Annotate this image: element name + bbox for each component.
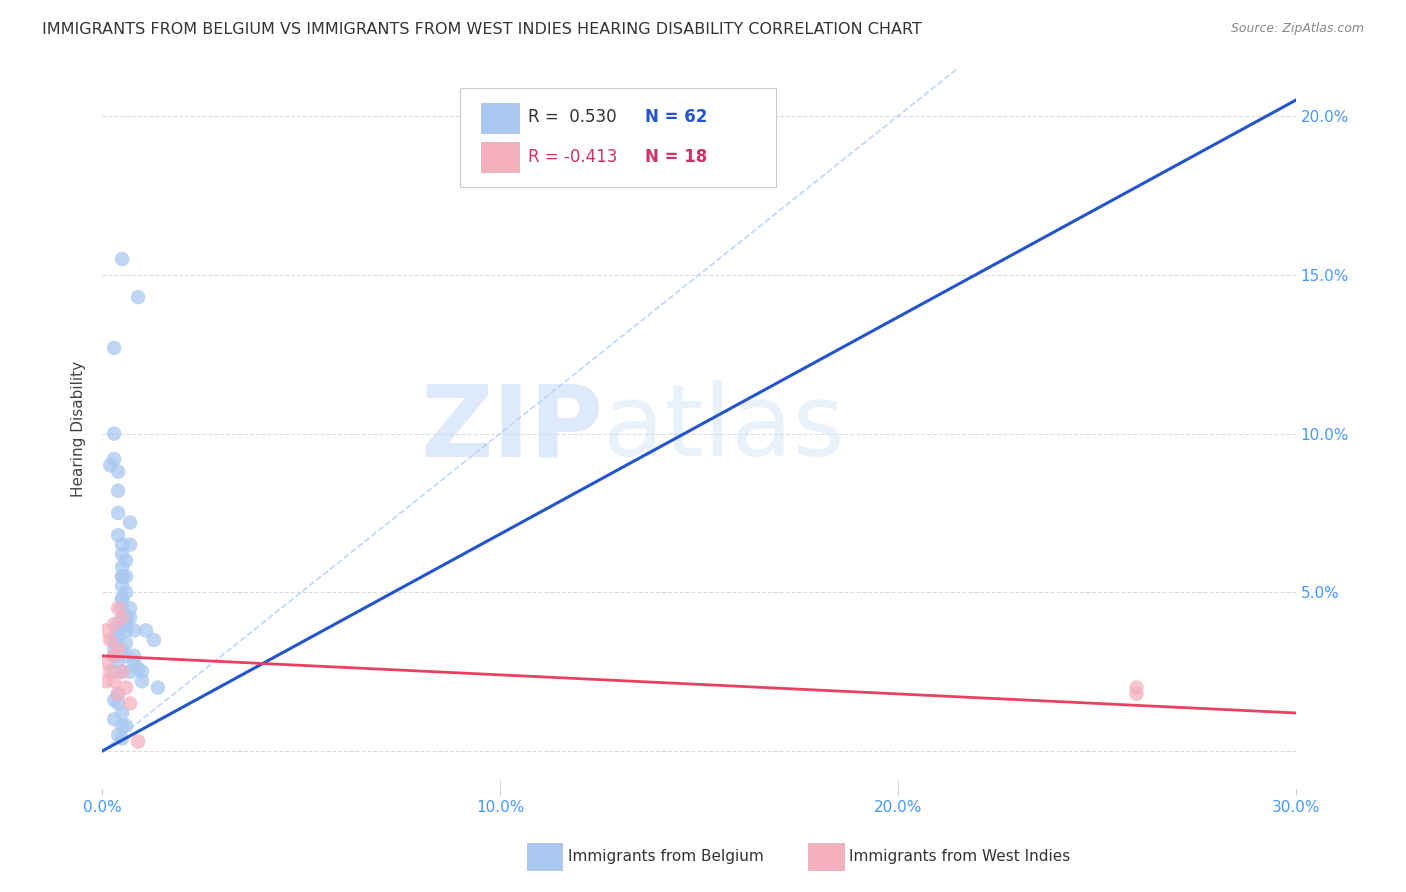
- Point: [1125, 681, 1147, 695]
- Point: [107, 728, 129, 742]
- Point: [122, 624, 145, 638]
- Point: [103, 648, 125, 663]
- Point: [122, 648, 145, 663]
- Point: [103, 426, 125, 441]
- Point: [120, 601, 142, 615]
- Point: [96, 674, 118, 689]
- Point: [98, 632, 121, 647]
- Point: [103, 712, 125, 726]
- Point: [111, 731, 134, 746]
- Point: [120, 665, 142, 679]
- Point: [131, 674, 153, 689]
- Point: [120, 611, 142, 625]
- Point: [115, 611, 138, 625]
- Point: [103, 452, 125, 467]
- Point: [115, 648, 138, 663]
- Point: [111, 252, 134, 266]
- Point: [111, 569, 134, 583]
- Text: ZIP: ZIP: [420, 380, 603, 477]
- Point: [111, 665, 134, 679]
- Point: [115, 681, 138, 695]
- Point: [103, 674, 125, 689]
- Point: [103, 642, 125, 657]
- Point: [111, 547, 134, 561]
- Point: [115, 624, 138, 638]
- Point: [111, 611, 134, 625]
- Point: [96, 655, 118, 669]
- Point: [142, 632, 165, 647]
- Point: [111, 719, 134, 733]
- Point: [107, 697, 129, 711]
- Point: [107, 483, 129, 498]
- Point: [111, 538, 134, 552]
- Point: [120, 538, 142, 552]
- Point: [122, 655, 145, 669]
- Point: [115, 617, 138, 632]
- Point: [146, 681, 169, 695]
- FancyBboxPatch shape: [460, 88, 776, 187]
- Point: [103, 341, 125, 355]
- Point: [111, 579, 134, 593]
- Text: R =  0.530: R = 0.530: [529, 108, 617, 126]
- Point: [115, 636, 138, 650]
- Point: [111, 706, 134, 720]
- Point: [111, 665, 134, 679]
- Point: [107, 528, 129, 542]
- Point: [107, 624, 129, 638]
- Point: [115, 719, 138, 733]
- Point: [111, 642, 134, 657]
- Point: [111, 617, 134, 632]
- Point: [120, 697, 142, 711]
- Point: [107, 617, 129, 632]
- Point: [107, 642, 129, 657]
- Text: IMMIGRANTS FROM BELGIUM VS IMMIGRANTS FROM WEST INDIES HEARING DISABILITY CORREL: IMMIGRANTS FROM BELGIUM VS IMMIGRANTS FR…: [42, 22, 922, 37]
- Point: [115, 553, 138, 567]
- Point: [1125, 687, 1147, 701]
- Point: [111, 611, 134, 625]
- Text: Source: ZipAtlas.com: Source: ZipAtlas.com: [1230, 22, 1364, 36]
- Point: [107, 601, 129, 615]
- Point: [115, 569, 138, 583]
- Text: Immigrants from Belgium: Immigrants from Belgium: [568, 849, 763, 863]
- Point: [111, 591, 134, 606]
- Point: [131, 665, 153, 679]
- Point: [111, 569, 134, 583]
- Point: [103, 617, 125, 632]
- Text: atlas: atlas: [603, 380, 845, 477]
- Point: [103, 648, 125, 663]
- Point: [120, 516, 142, 530]
- FancyBboxPatch shape: [481, 142, 519, 172]
- Point: [103, 632, 125, 647]
- Point: [127, 734, 149, 748]
- Point: [103, 665, 125, 679]
- Point: [98, 458, 121, 473]
- Point: [107, 655, 129, 669]
- Point: [135, 624, 157, 638]
- FancyBboxPatch shape: [481, 103, 519, 134]
- Point: [111, 560, 134, 574]
- Text: Immigrants from West Indies: Immigrants from West Indies: [849, 849, 1070, 863]
- Point: [103, 693, 125, 707]
- Point: [107, 506, 129, 520]
- Text: N = 62: N = 62: [645, 108, 707, 126]
- Text: N = 18: N = 18: [645, 148, 707, 166]
- Point: [107, 465, 129, 479]
- Point: [111, 601, 134, 615]
- Point: [107, 630, 129, 644]
- Point: [127, 290, 149, 304]
- Point: [115, 585, 138, 599]
- Point: [107, 687, 129, 701]
- Point: [98, 665, 121, 679]
- Point: [96, 624, 118, 638]
- Point: [107, 687, 129, 701]
- Text: R = -0.413: R = -0.413: [529, 148, 617, 166]
- Point: [127, 661, 149, 675]
- Y-axis label: Hearing Disability: Hearing Disability: [72, 360, 86, 497]
- Point: [111, 591, 134, 606]
